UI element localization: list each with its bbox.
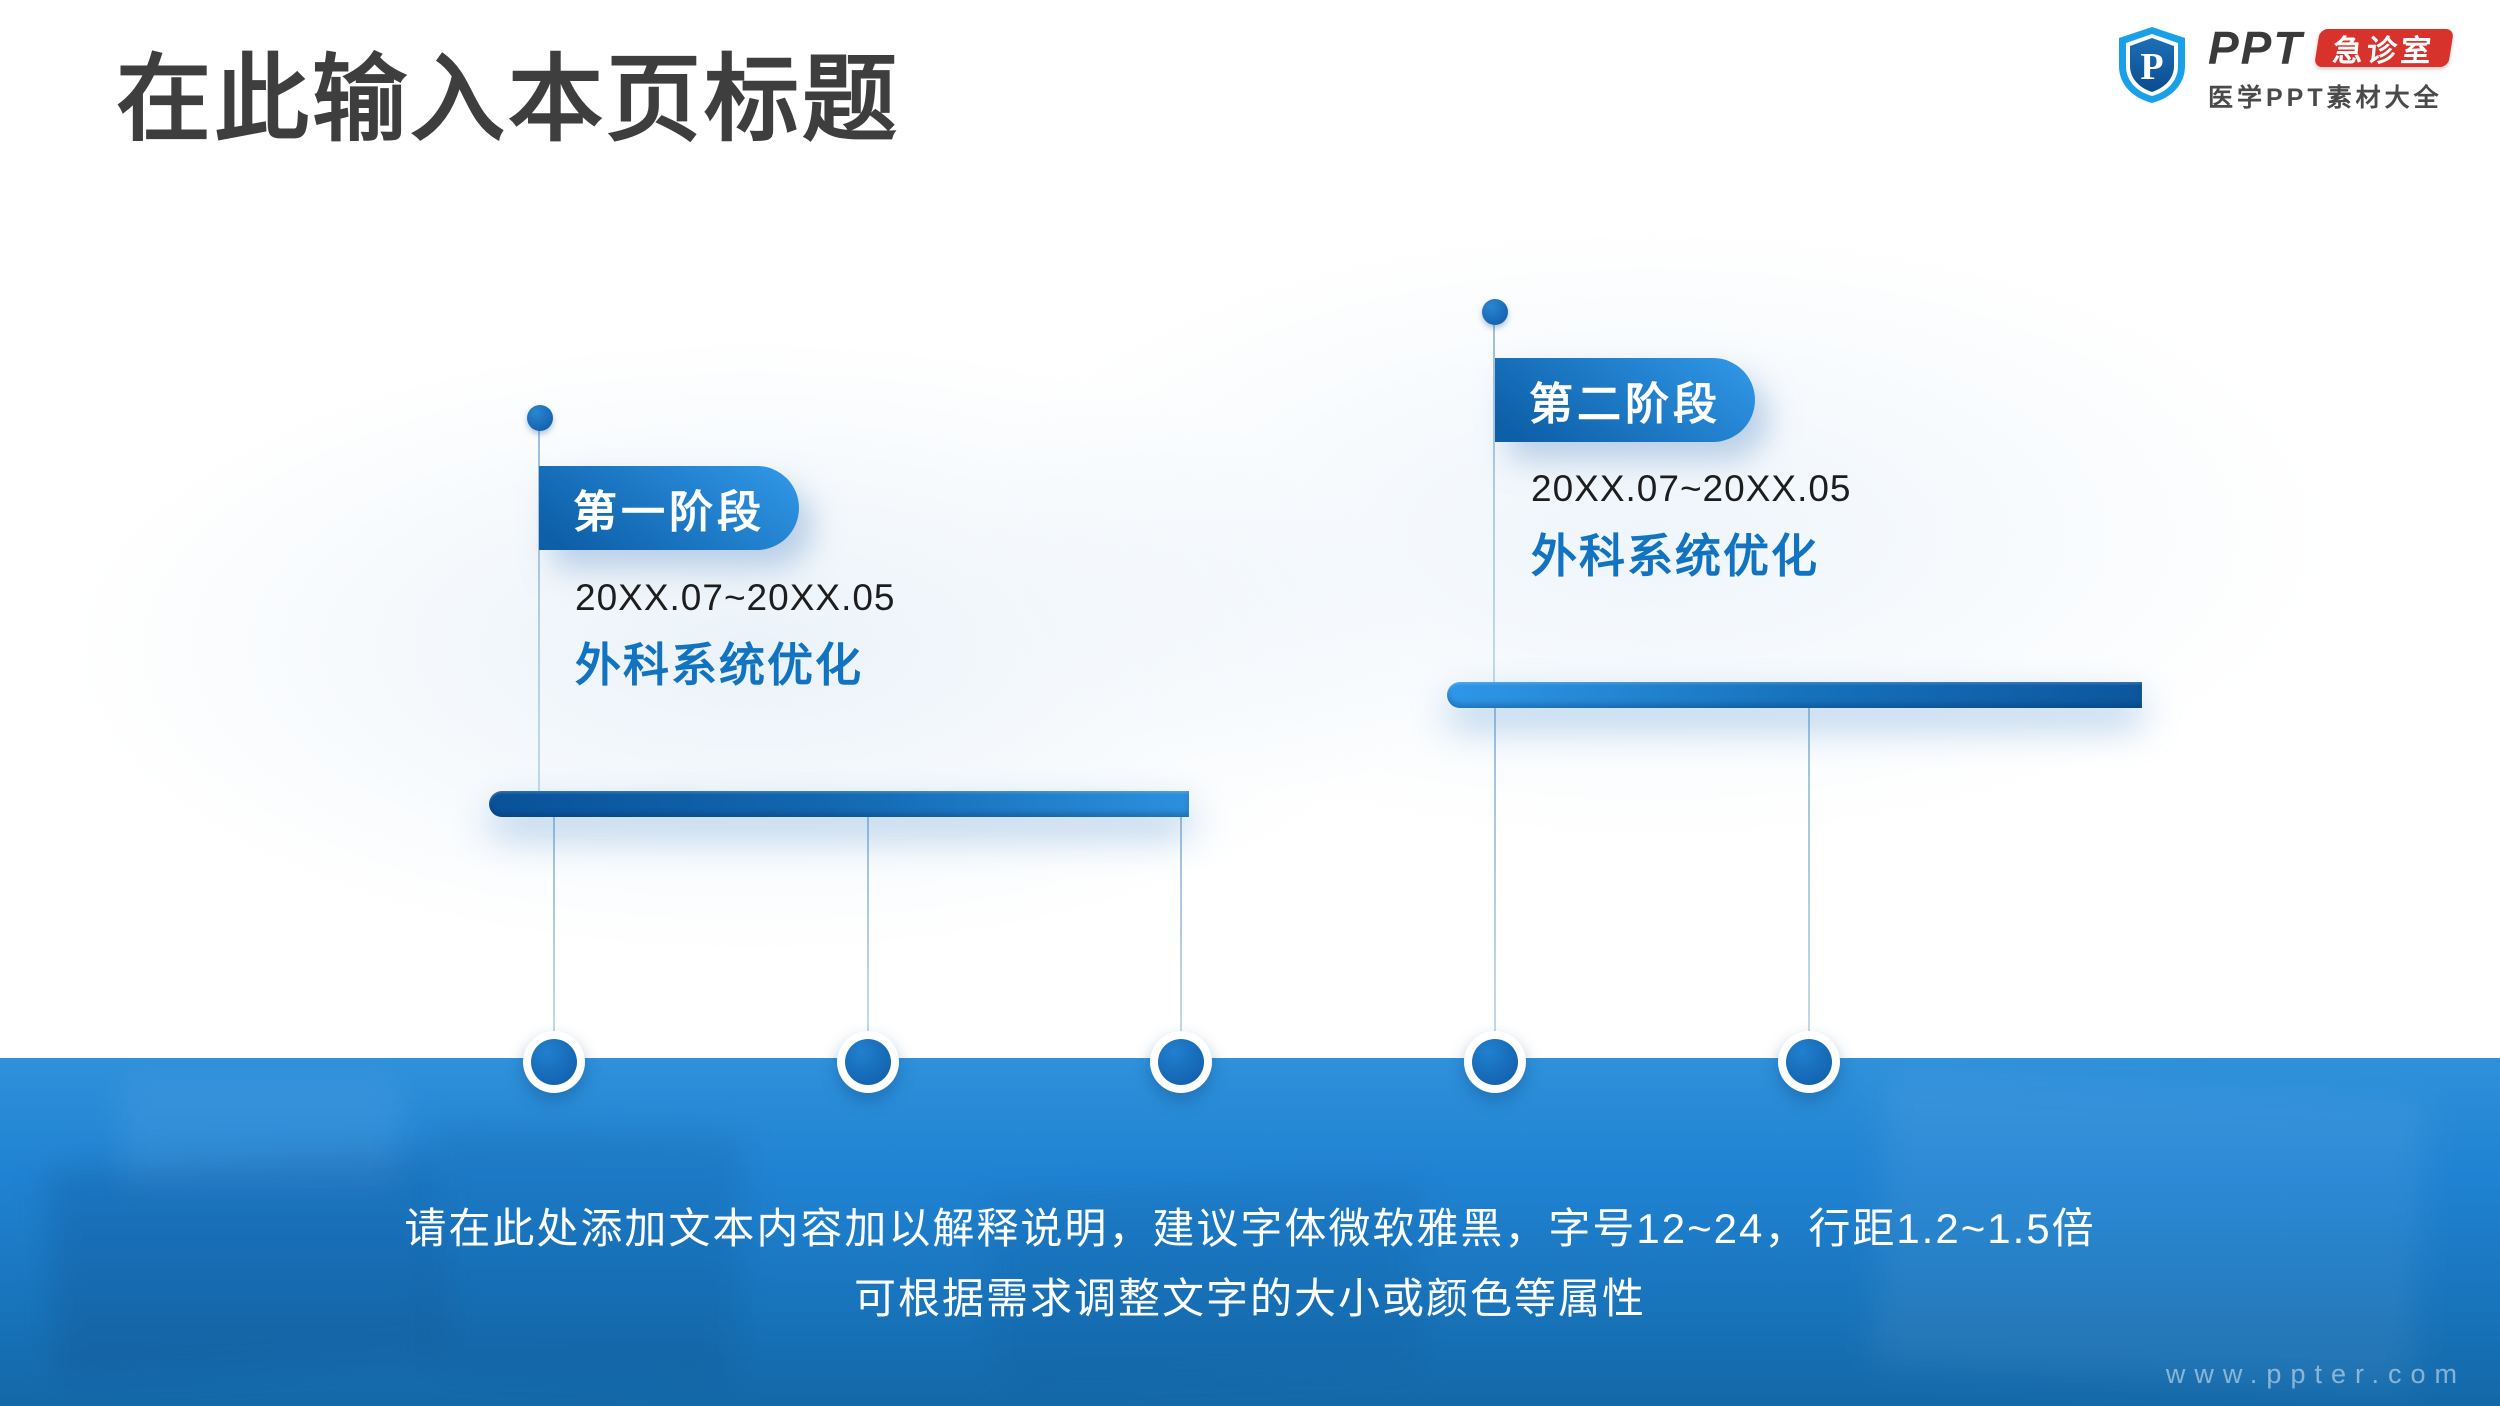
- stage-2-stem-line: [1493, 314, 1495, 682]
- brand-badge: 急诊室: [2314, 29, 2455, 68]
- timeline-node-fill: [1158, 1039, 1204, 1085]
- watermark: www.ppter.com: [2165, 1359, 2466, 1389]
- stage-1-name: 外科系统优化: [575, 639, 863, 691]
- band-texture-patch: [120, 1078, 400, 1188]
- connector-line: [1808, 708, 1810, 1032]
- stage-1-stem-line: [538, 418, 540, 791]
- stage-2-flag: 第二阶段: [1495, 358, 1755, 442]
- connector-line: [553, 817, 555, 1032]
- svg-text:P: P: [2140, 46, 2163, 88]
- timeline-node: [1778, 1031, 1840, 1093]
- timeline-node-fill: [1472, 1039, 1518, 1085]
- footer-text-line2: 可根据需求调整文字的大小或颜色等属性: [853, 1275, 1646, 1322]
- brand-logo: P PPT 急诊室 医学PPT素材大全: [2116, 22, 2455, 114]
- connector-line: [1180, 817, 1182, 1032]
- stage-2-timeline-bar: [1447, 682, 2142, 708]
- stage-1-dot: [527, 405, 553, 431]
- stage-2-dot: [1482, 299, 1508, 325]
- footer-band: 请在此处添加文本内容加以解释说明，建议字体微软雅黑，字号12~24，行距1.2~…: [0, 1058, 2500, 1406]
- timeline-node: [837, 1031, 899, 1093]
- stage-1-timeline-bar: [489, 791, 1189, 817]
- timeline-node-fill: [1786, 1039, 1832, 1085]
- connector-line: [1494, 708, 1496, 1032]
- stage-2-name: 外科系统优化: [1531, 530, 1819, 582]
- shield-icon: P: [2116, 26, 2188, 109]
- timeline-node-fill: [531, 1039, 577, 1085]
- timeline-node: [523, 1031, 585, 1093]
- footer-text: 请在此处添加文本内容加以解释说明，建议字体微软雅黑，字号12~24，行距1.2~…: [0, 1194, 2500, 1334]
- brand-name: PPT: [2208, 22, 2304, 74]
- timeline-node: [1150, 1031, 1212, 1093]
- stage-1-flag: 第一阶段: [539, 466, 799, 550]
- timeline-node: [1464, 1031, 1526, 1093]
- brand-tagline: 医学PPT素材大全: [2208, 84, 2443, 112]
- stage-1-period: 20XX.07~20XX.05: [575, 577, 896, 618]
- page-title: 在此输入本页标题: [116, 47, 901, 153]
- footer-text-line1: 请在此处添加文本内容加以解释说明，建议字体微软雅黑，字号12~24，行距1.2~…: [404, 1205, 2096, 1252]
- stage-2-period: 20XX.07~20XX.05: [1531, 468, 1852, 509]
- connector-line: [867, 817, 869, 1032]
- timeline-node-fill: [845, 1039, 891, 1085]
